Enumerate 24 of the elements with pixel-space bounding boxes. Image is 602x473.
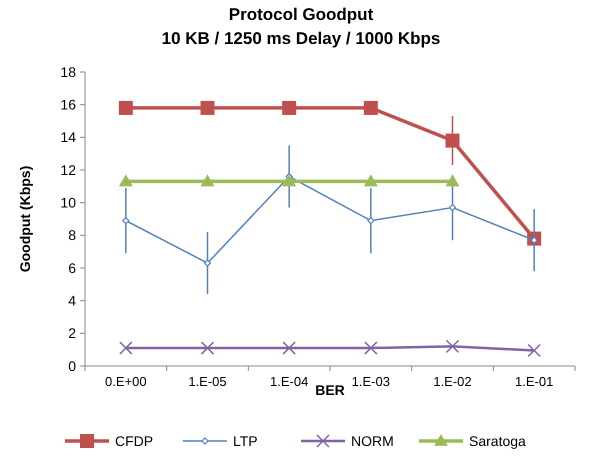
legend-label: CFDP: [115, 432, 154, 449]
y-tick-label: 2: [68, 325, 76, 342]
y-tick-label: 4: [68, 292, 76, 309]
x-tick-label: 1.E-03: [352, 374, 390, 389]
y-tick-label: 10: [60, 194, 76, 211]
x-tick-label: 1.E-05: [188, 374, 227, 389]
x-tick-label: 1.E-04: [270, 374, 308, 389]
chart-title: Protocol Goodput: [228, 5, 374, 24]
y-tick-label: 18: [60, 64, 76, 80]
legend-label: Saratoga: [469, 432, 526, 449]
x-tick-label: 1.E-01: [515, 374, 554, 389]
y-tick-label: 16: [60, 96, 76, 113]
y-axis-title: Goodput (Kbps): [17, 166, 33, 272]
y-tick-label: 12: [60, 162, 76, 178]
legend-label: NORM: [351, 432, 394, 449]
x-tick-label: 0.E+00: [105, 374, 147, 389]
y-tick-label: 8: [68, 227, 76, 244]
y-tick-label: 6: [68, 260, 76, 276]
y-tick-label: 14: [60, 129, 76, 146]
x-axis-title: BER: [315, 382, 345, 398]
y-tick-label: 0: [68, 358, 76, 374]
chart-subtitle: 10 KB / 1250 ms Delay / 1000 Kbps: [162, 29, 440, 48]
x-tick-label: 1.E-02: [433, 374, 472, 389]
legend-label: LTP: [233, 432, 258, 449]
